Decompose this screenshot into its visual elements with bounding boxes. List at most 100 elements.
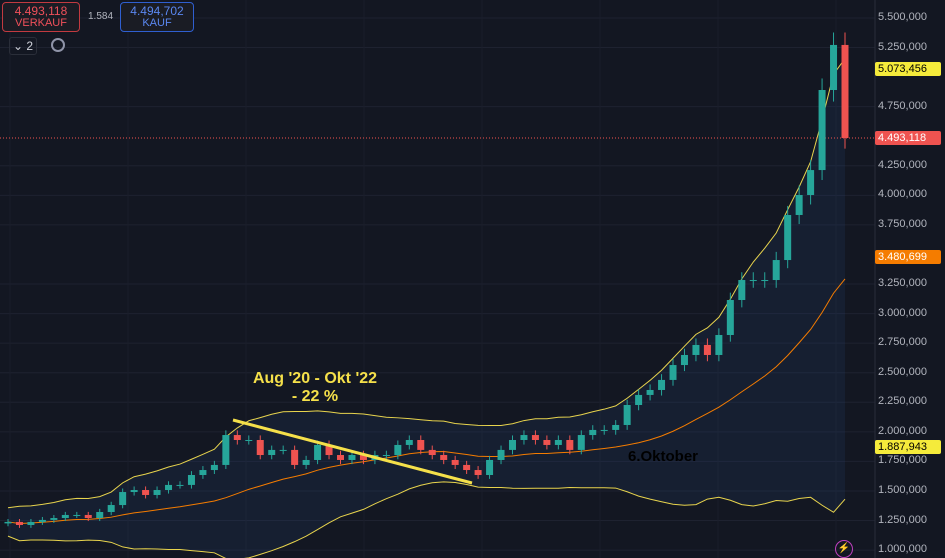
y-tick-label: 3.750,000	[878, 217, 927, 230]
candle-body	[784, 214, 792, 261]
candle-body	[554, 439, 562, 445]
candle-body	[543, 439, 551, 445]
candle-body	[497, 449, 505, 460]
candle-body	[325, 444, 333, 456]
candle-body	[508, 439, 516, 450]
candle-body	[256, 439, 264, 456]
y-tick-label: 2.750,000	[878, 336, 927, 349]
lightning-icon[interactable]: ⚡	[835, 540, 853, 558]
candle-body	[715, 335, 723, 355]
candle-body	[199, 470, 207, 475]
candle-body	[210, 464, 218, 471]
y-tick-label: 5.500,000	[878, 11, 927, 23]
candle-body	[658, 379, 666, 390]
candle-body	[726, 300, 734, 336]
date-note: 6.Oktober	[628, 448, 699, 465]
candle-body	[96, 512, 104, 519]
y-tick-label: 5.250,000	[878, 40, 927, 53]
candle-body	[119, 492, 127, 506]
candle-body	[153, 490, 161, 495]
candle-body	[233, 435, 241, 440]
candle-body	[405, 439, 413, 445]
candle-body	[50, 518, 58, 520]
candle-body	[566, 439, 574, 450]
candle-body	[680, 354, 688, 366]
candle-body	[451, 459, 459, 465]
candle-body	[531, 435, 539, 440]
middle-band-label: 3.480,699	[875, 250, 941, 264]
indicators-collapse-button[interactable]: ⌄ 2	[9, 37, 37, 55]
candle-body	[382, 455, 390, 457]
buy-label: KAUF	[142, 17, 172, 29]
last-price-label: 4.493,118	[875, 131, 941, 145]
candle-body	[394, 444, 402, 456]
candle-body	[73, 514, 81, 516]
candle-body	[474, 470, 482, 475]
candle-body	[818, 90, 826, 171]
annotation-title: Aug '20 - Okt '22	[252, 370, 378, 387]
trend-line	[232, 418, 473, 485]
sell-button[interactable]: 4.493,118 VERKAUF	[2, 2, 80, 32]
annotation-change: - 22 %	[291, 388, 339, 405]
candle-body	[15, 521, 23, 526]
candle-body	[463, 464, 471, 471]
upper-band-line	[7, 58, 846, 509]
candle-body	[589, 429, 597, 436]
lower-band-line	[7, 481, 846, 558]
candle-body	[738, 280, 746, 301]
candle-body	[245, 439, 253, 441]
candle-body	[187, 474, 195, 485]
candle-body	[761, 280, 769, 282]
candle-body	[61, 514, 69, 519]
candle-body	[612, 424, 620, 430]
candle-body	[130, 490, 138, 493]
candle-body	[830, 44, 838, 91]
candle-body	[165, 484, 173, 491]
y-tick-label: 2.500,000	[878, 365, 927, 378]
y-tick-label: 2.250,000	[878, 395, 927, 408]
candle-body	[577, 435, 585, 450]
middle-band-line	[7, 278, 846, 524]
candle-body	[807, 170, 815, 196]
candle-body	[279, 449, 287, 451]
candle-body	[623, 404, 631, 425]
candle-body	[107, 505, 115, 513]
candle-body	[337, 455, 345, 460]
candle-body	[428, 449, 436, 456]
y-tick-label: 3.250,000	[878, 277, 927, 290]
candle-body	[176, 484, 184, 486]
candle-body	[314, 444, 322, 460]
y-tick-label: 1.500,000	[878, 483, 927, 496]
y-tick-label: 1.000,000	[878, 543, 927, 556]
candle-body	[302, 459, 310, 465]
candle-body	[795, 195, 803, 215]
candle-body	[772, 260, 780, 281]
y-tick-label: 4.000,000	[878, 188, 927, 201]
candle-body	[749, 280, 757, 282]
candle-body	[646, 389, 654, 395]
candle-body	[359, 455, 367, 460]
sell-price: 4.493,118	[14, 4, 68, 18]
candle-body	[84, 514, 92, 519]
candle-body	[27, 521, 35, 526]
indicator-count: 2	[26, 39, 34, 53]
y-tick-label: 1.250,000	[878, 513, 927, 526]
buy-button[interactable]: 4.494,702 KAUF	[120, 2, 194, 32]
y-tick-label: 4.250,000	[878, 158, 927, 171]
candle-body	[38, 519, 46, 522]
candle-body	[692, 344, 700, 355]
sell-label: VERKAUF	[15, 17, 67, 29]
candle-body	[703, 344, 711, 355]
candle-body	[600, 429, 608, 431]
lower-band-label: 1.887,943	[875, 440, 941, 454]
candle-body	[669, 365, 677, 380]
y-tick-label: 4.750,000	[878, 99, 927, 112]
buy-price: 4.494,702	[130, 4, 184, 18]
band-fill	[8, 58, 845, 558]
candle-body	[268, 449, 276, 456]
sync-icon[interactable]	[51, 38, 65, 52]
spread-value: 1.584	[88, 11, 114, 22]
candle-body	[291, 449, 299, 465]
y-tick-label: 1.750,000	[878, 454, 927, 467]
